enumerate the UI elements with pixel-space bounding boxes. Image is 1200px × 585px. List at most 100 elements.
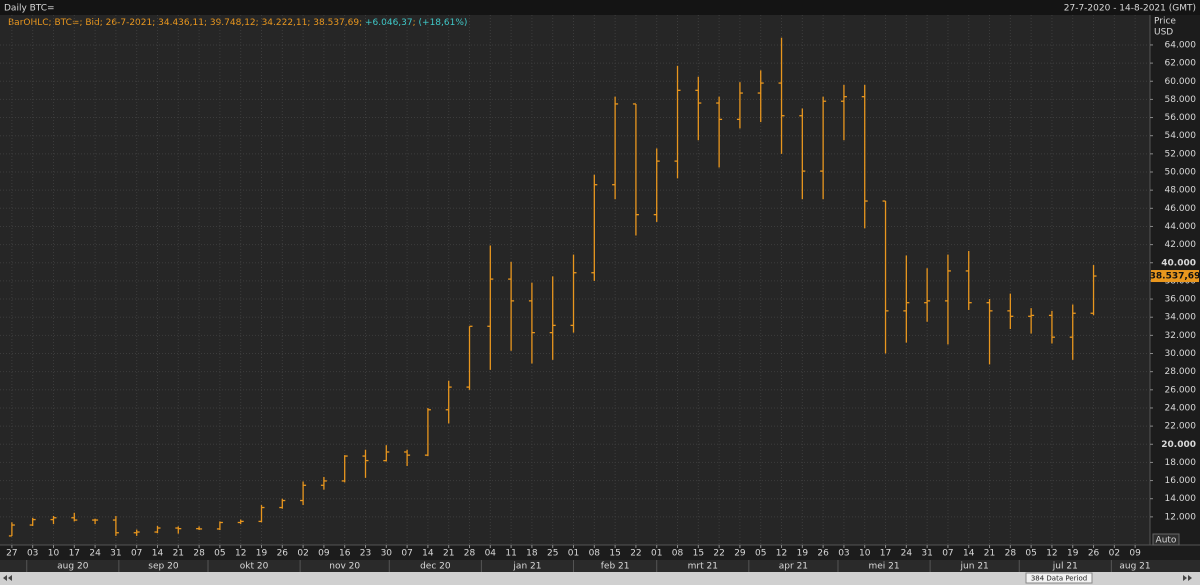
x-tick-label: 16 xyxy=(339,549,351,559)
month-label: mei 21 xyxy=(868,562,899,572)
x-tick-label: 23 xyxy=(360,549,371,559)
x-tick-label: 14 xyxy=(152,549,164,559)
x-tick-label: 25 xyxy=(547,549,558,559)
x-tick-label: 24 xyxy=(89,549,101,559)
legend-separator: ; xyxy=(204,18,210,28)
month-label: mrt 21 xyxy=(688,562,718,572)
x-tick-label: 02 xyxy=(1109,549,1120,559)
legend-value: 38.537,69 xyxy=(313,18,359,28)
legend-change-pct: (+18,61%) xyxy=(419,18,468,28)
x-tick-label: 17 xyxy=(69,549,80,559)
y-tick-label: 20.000 xyxy=(1161,440,1196,450)
y-tick-label: 48.000 xyxy=(1165,186,1197,196)
x-tick-label: 28 xyxy=(464,549,476,559)
y-tick-label: 46.000 xyxy=(1165,204,1197,214)
legend-value: 34.222,11 xyxy=(262,18,308,28)
month-label: nov 20 xyxy=(329,562,360,572)
y-tick-label: 58.000 xyxy=(1165,95,1197,105)
y-tick-label: 54.000 xyxy=(1165,131,1197,141)
x-tick-label: 17 xyxy=(880,549,891,559)
data-period[interactable]: 384 Data Period xyxy=(1031,575,1087,583)
y-tick-label: 26.000 xyxy=(1165,385,1197,395)
legend: BarOHLC; BTC=; Bid; 26-7-2021; 34.436,11… xyxy=(8,18,467,28)
legend-value: 39.748,12 xyxy=(210,18,256,28)
x-tick-label: 03 xyxy=(27,549,38,559)
x-tick-label: 10 xyxy=(48,549,60,559)
plot-area xyxy=(0,15,1150,545)
x-tick-label: 26 xyxy=(1088,549,1100,559)
legend-separator: ; xyxy=(100,18,106,28)
legend-separator: ; xyxy=(307,18,313,28)
y-tick-label: 22.000 xyxy=(1165,422,1197,432)
month-label: dec 20 xyxy=(420,562,451,572)
x-tick-label: 19 xyxy=(797,549,809,559)
x-tick-label: 21 xyxy=(173,549,184,559)
legend-field: BTC= xyxy=(54,18,79,28)
y-tick-label: 44.000 xyxy=(1165,222,1197,232)
x-tick-label: 18 xyxy=(526,549,538,559)
legend-change: +6.046,37 xyxy=(365,18,413,28)
x-tick-label: 01 xyxy=(651,549,662,559)
x-tick-label: 11 xyxy=(505,549,516,559)
auto-button[interactable]: Auto xyxy=(1152,533,1180,546)
x-tick-label: 09 xyxy=(1129,549,1141,559)
date-range: 27-7-2020 - 14-8-2021 (GMT) xyxy=(1064,4,1196,14)
month-label: aug 21 xyxy=(1119,562,1150,572)
x-tick-label: 19 xyxy=(1067,549,1079,559)
x-tick-label: 08 xyxy=(672,549,684,559)
y-tick-label: 52.000 xyxy=(1165,149,1197,159)
y-axis-unit: USD xyxy=(1154,28,1173,38)
y-tick-label: 56.000 xyxy=(1165,113,1197,123)
month-label: feb 21 xyxy=(601,562,630,572)
x-tick-label: 04 xyxy=(485,549,497,559)
x-tick-label: 15 xyxy=(609,549,620,559)
legend-separator: ; xyxy=(79,18,85,28)
month-label: jun 21 xyxy=(960,562,989,572)
x-tick-label: 22 xyxy=(630,549,641,559)
x-tick-label: 05 xyxy=(214,549,225,559)
x-tick-label: 08 xyxy=(589,549,601,559)
button-label[interactable]: Auto xyxy=(1156,536,1177,546)
x-tick-label: 14 xyxy=(963,549,975,559)
legend-separator: ; xyxy=(49,18,55,28)
x-tick-label: 10 xyxy=(859,549,871,559)
legend-separator: ; xyxy=(256,18,262,28)
month-label: jan 21 xyxy=(512,562,541,572)
x-tick-label: 01 xyxy=(568,549,579,559)
x-tick-label: 05 xyxy=(1025,549,1036,559)
month-label: apr 21 xyxy=(779,562,808,572)
x-tick-label: 27 xyxy=(6,549,17,559)
y-tick-label: 60.000 xyxy=(1165,77,1197,87)
x-tick-label: 31 xyxy=(110,549,121,559)
data-period-box[interactable] xyxy=(1025,572,1093,584)
month-label: aug 20 xyxy=(57,562,89,572)
scrollbar[interactable] xyxy=(0,572,1200,585)
y-tick-label: 30.000 xyxy=(1165,349,1197,359)
y-tick-label: 62.000 xyxy=(1165,59,1197,69)
y-tick-label: 14.000 xyxy=(1165,494,1197,504)
x-tick-label: 12 xyxy=(1046,549,1057,559)
legend-field: 26-7-2021 xyxy=(106,18,153,28)
x-tick-label: 28 xyxy=(193,549,205,559)
y-tick-label: 28.000 xyxy=(1165,367,1197,377)
y-tick-label: 24.000 xyxy=(1165,403,1197,413)
x-tick-label: 05 xyxy=(755,549,766,559)
x-tick-label: 03 xyxy=(838,549,849,559)
last-price-box xyxy=(1151,270,1199,283)
y-tick-label: 50.000 xyxy=(1165,168,1197,178)
x-tick-label: 12 xyxy=(235,549,246,559)
y-axis-label: Price xyxy=(1154,17,1176,27)
x-tick-label: 14 xyxy=(422,549,434,559)
last-price-label: 38.537,69 xyxy=(1150,272,1200,282)
button-frame[interactable] xyxy=(1152,533,1180,546)
x-tick-label: 09 xyxy=(318,549,330,559)
x-tick-label: 30 xyxy=(381,549,393,559)
y-tick-label: 12.000 xyxy=(1165,512,1197,522)
x-tick-label: 28 xyxy=(1005,549,1017,559)
y-tick-label: 16.000 xyxy=(1165,476,1197,486)
x-tick-label: 31 xyxy=(921,549,932,559)
x-tick-label: 26 xyxy=(277,549,289,559)
y-tick-label: 36.000 xyxy=(1165,295,1197,305)
x-tick-label: 22 xyxy=(713,549,724,559)
